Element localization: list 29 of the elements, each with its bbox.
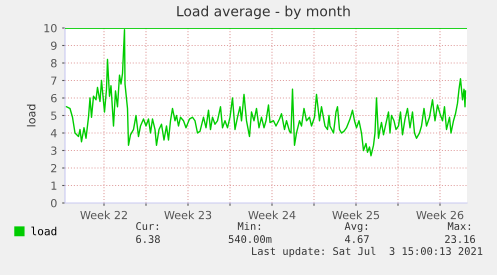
text: Cur: — [136, 222, 158, 230]
text: 4.67 — [344, 235, 369, 244]
text: 6.38 — [136, 235, 160, 244]
y-tick-label: 7 — [51, 76, 56, 85]
y-axis-title: load — [26, 104, 36, 126]
y-tick-label: 10 — [44, 24, 57, 32]
x-tick-label: Week 24 — [248, 210, 296, 220]
y-tick-label: 4 — [50, 129, 57, 138]
y-tick-label: 5 — [51, 112, 56, 120]
text: 540.00m — [228, 235, 272, 244]
x-tick-label: Week 22 — [80, 210, 127, 220]
y-tick-label: 1 — [52, 182, 56, 190]
y-tick-label: 6 — [51, 94, 57, 102]
chart-title: Load average - by month — [177, 6, 350, 20]
legend-label: load — [31, 226, 56, 236]
y-tick-label: 2 — [51, 164, 56, 172]
y-tick-label: 0 — [51, 198, 57, 208]
x-tick-label: Week 23 — [164, 210, 212, 220]
line-series — [66, 29, 466, 156]
text: Max: — [448, 222, 470, 230]
text: 23.16 — [445, 235, 476, 244]
x-tick-label: Week 25 — [332, 210, 380, 220]
y-tick-label: 9 — [50, 41, 57, 50]
text: Last update: Sat Jul 3 15:00:13 2021 — [252, 246, 482, 258]
y-tick-label: 8 — [51, 58, 57, 68]
y-tick-label: 3 — [51, 146, 56, 155]
text: Avg: — [344, 222, 368, 232]
text: Min: — [238, 222, 260, 230]
x-tick-label: Week 26 — [416, 210, 464, 220]
